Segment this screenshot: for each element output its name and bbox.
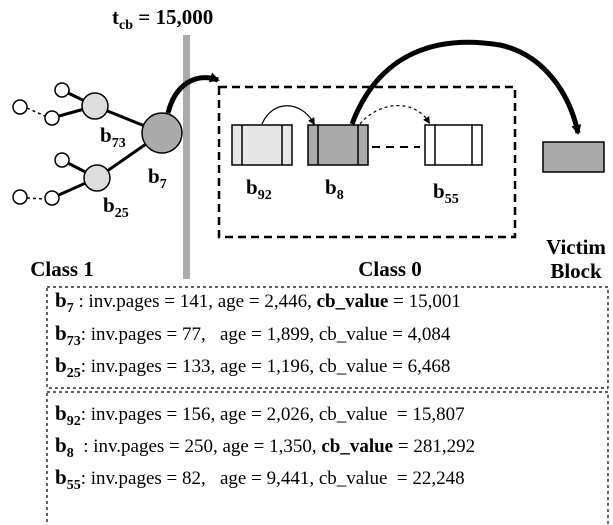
label-sub: 25: [115, 206, 129, 221]
info-row: b7 : inv.pages = 141, age = 2,446, cb_va…: [55, 288, 461, 316]
label-sub: 7: [160, 177, 167, 192]
row-text: : inv.pages = 82, age = 9,441,: [81, 468, 319, 489]
tree-dashed: [26, 107, 46, 200]
row-key: cb_value: [319, 404, 388, 425]
row-tail: = 281,292: [393, 436, 475, 457]
label-sub: 73: [112, 136, 126, 151]
move-arrow: [165, 72, 220, 114]
row-base: b: [55, 321, 67, 345]
row-text: : inv.pages = 133, age = 1,196,: [81, 356, 319, 377]
row-tail: = 22,248: [387, 468, 464, 489]
node-label: b55: [433, 179, 459, 207]
label-base: b: [325, 175, 337, 199]
row-text: : inv.pages = 250, age = 1,350,: [74, 436, 322, 457]
row-text: : inv.pages = 77, age = 1,899,: [81, 324, 319, 345]
panel-box: [46, 391, 609, 525]
class1-label: Class 1: [30, 257, 94, 281]
tree-nodes: [12, 82, 183, 206]
row-sub: 92: [67, 414, 81, 429]
link-arrow-dotted: [359, 105, 430, 125]
node-label: b92: [246, 175, 272, 203]
label-base: b: [148, 164, 160, 188]
row-base: b: [55, 465, 67, 489]
label-sub: cb: [119, 18, 133, 33]
node-label: b73: [100, 123, 126, 151]
info-row: b55: inv.pages = 82, age = 9,441, cb_val…: [55, 465, 465, 493]
row-tail: = 6,468: [387, 356, 450, 377]
info-row: b73: inv.pages = 77, age = 1,899, cb_val…: [55, 321, 451, 349]
row-key: cb_value: [321, 436, 393, 457]
node-label: b25: [103, 193, 129, 221]
row-key: cb_value: [317, 291, 389, 312]
row-base: b: [55, 433, 67, 457]
label-base: b: [100, 123, 112, 147]
label-base: t: [112, 5, 119, 29]
row-key: cb_value: [319, 356, 388, 377]
row-base: b: [55, 353, 67, 377]
link-arrow: [261, 105, 315, 126]
label-sub: 55: [445, 192, 459, 207]
node-label: tcb = 15,000: [112, 5, 213, 33]
row-sub: 25: [67, 366, 81, 381]
info-row: b92: inv.pages = 156, age = 2,026, cb_va…: [55, 401, 465, 429]
label-base: b: [103, 193, 115, 217]
label-sub: 92: [258, 188, 272, 203]
victim-label: Block: [550, 259, 602, 283]
victim-arrow: [349, 39, 582, 135]
row-base: b: [55, 288, 67, 312]
label-base: b: [433, 179, 445, 203]
row-sub: 7: [67, 301, 74, 316]
info-row: b8 : inv.pages = 250, age = 1,350, cb_va…: [55, 433, 475, 461]
row-base: b: [55, 401, 67, 425]
row-tail: = 4,084: [387, 324, 450, 345]
row-tail: = 15,001: [388, 291, 460, 312]
row-key: cb_value: [319, 324, 388, 345]
label-sub: 8: [337, 188, 344, 203]
row-sub: 8: [67, 446, 74, 461]
row-sub: 73: [67, 334, 81, 349]
row-text: : inv.pages = 156, age = 2,026,: [81, 404, 319, 425]
row-text: : inv.pages = 141, age = 2,446,: [74, 291, 317, 312]
row-sub: 55: [67, 478, 81, 493]
class0-label: Class 0: [358, 257, 422, 281]
node-label: b8: [325, 175, 344, 203]
panel-box: [46, 286, 609, 389]
info-row: b25: inv.pages = 133, age = 1,196, cb_va…: [55, 353, 450, 381]
label-base: b: [246, 175, 258, 199]
class0-box: [217, 85, 517, 239]
row-tail: = 15,807: [387, 404, 464, 425]
threshold-bar: [183, 35, 190, 279]
victim-label: Victim: [546, 235, 606, 259]
blocks: [231, 124, 483, 166]
victim-block: [542, 141, 605, 173]
node-label: b7: [148, 164, 167, 192]
row-key: cb_value: [319, 468, 388, 489]
label-text: = 15,000: [133, 5, 213, 29]
